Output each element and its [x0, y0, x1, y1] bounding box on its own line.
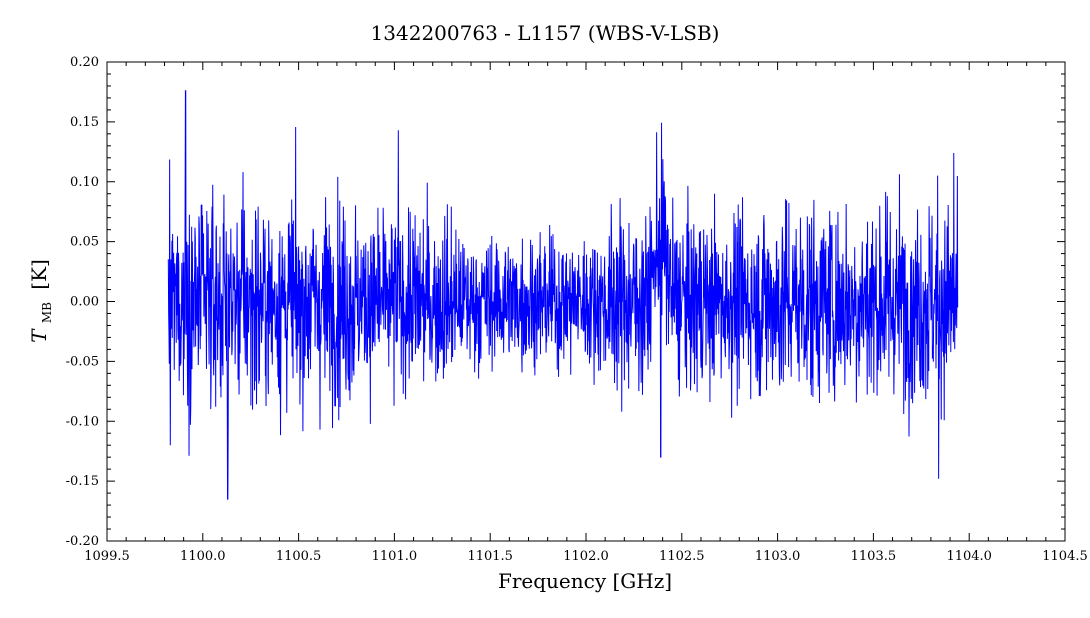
x-tick-labels: 1099.5 1100.0 1100.5 1101.0 1101.5 1102.0 1102…: [84, 549, 1088, 564]
x-tick-label: 1100.5: [276, 549, 322, 564]
spectrum-series-line: [167, 90, 959, 500]
x-tick-label: 1104.5: [1042, 549, 1088, 564]
y-tick-label: -0.20: [66, 534, 99, 549]
axis-ticks: [106, 61, 1066, 542]
y-tick-labels: -0.20 -0.15 -0.10 -0.05 0.00 0.05 0.10 0.15 0.20: [66, 55, 99, 549]
y-tick-label: -0.10: [66, 414, 99, 429]
chart-title: 1342200763 - L1157 (WBS-V-LSB): [371, 21, 720, 45]
x-tick-label: 1103.0: [755, 549, 801, 564]
y-axis-subscript: MB: [40, 302, 54, 323]
y-tick-label: 0.15: [70, 115, 99, 130]
y-tick-label: -0.15: [66, 474, 99, 489]
y-tick-label: 0.00: [70, 295, 99, 310]
x-tick-label: 1101.0: [372, 549, 418, 564]
y-tick-label: 0.10: [70, 175, 99, 190]
x-tick-label: 1101.5: [467, 549, 513, 564]
y-axis-unit: [K]: [27, 259, 51, 290]
y-tick-label: 0.05: [70, 235, 99, 250]
x-tick-label: 1104.0: [946, 549, 992, 564]
x-tick-label: 1099.5: [84, 549, 130, 564]
y-axis-symbol: T: [27, 328, 51, 343]
x-tick-label: 1100.0: [180, 549, 226, 564]
y-axis-title: T MB [K]: [27, 259, 56, 343]
x-tick-label: 1102.5: [659, 549, 705, 564]
x-tick-label: 1102.0: [563, 549, 609, 564]
y-tick-label: -0.05: [66, 354, 99, 369]
x-axis-title: Frequency [GHz]: [498, 569, 672, 593]
x-tick-label: 1103.5: [851, 549, 897, 564]
y-tick-label: 0.20: [70, 55, 99, 70]
